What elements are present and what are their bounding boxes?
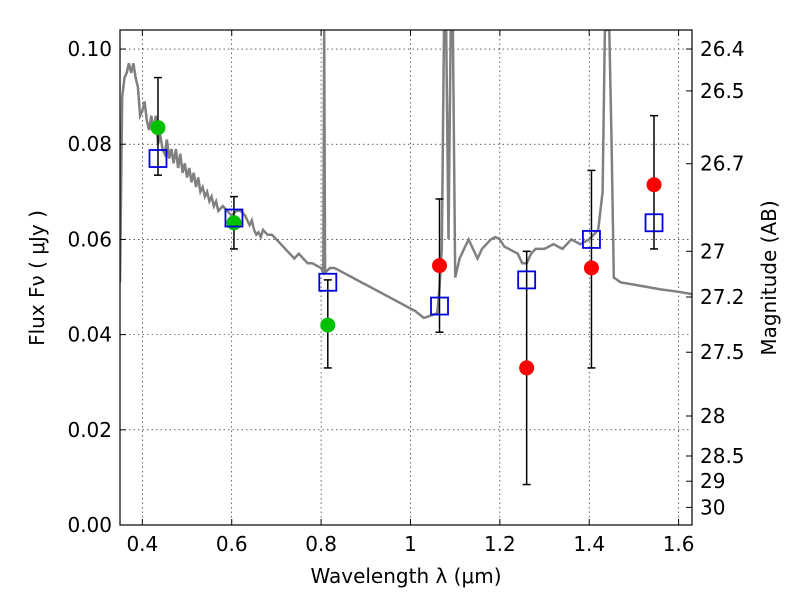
x-tick-label: 1.2	[484, 532, 516, 556]
observed-flux-point	[226, 215, 242, 231]
model-flux-square	[644, 213, 664, 233]
observed-flux-point	[320, 317, 336, 333]
observed-flux-point	[432, 258, 448, 274]
observed-flux-point	[519, 360, 535, 376]
y-tick-label: 0.02	[67, 418, 112, 442]
y-tick-label: 0.08	[67, 132, 112, 156]
y2-tick-label: 27.2	[700, 285, 745, 309]
axis-ticks	[120, 30, 692, 526]
x-tick-label: 1	[404, 532, 417, 556]
y2-tick-label: 27.5	[700, 340, 745, 364]
y-tick-label: 0.10	[67, 37, 112, 61]
markers	[148, 120, 664, 376]
model-flux-square	[517, 270, 537, 290]
x-tick-label: 1.6	[663, 532, 695, 556]
observed-flux-point	[646, 177, 662, 193]
model-flux-square	[148, 149, 168, 168]
y2-tick-label: 30	[700, 495, 725, 519]
data-layer	[120, 30, 692, 320]
y2-axis-title: Magnitude (AB)	[757, 200, 781, 355]
y2-tick-label: 28	[700, 404, 725, 428]
y2-tick-label: 28.5	[700, 444, 745, 468]
x-tick-label: 1.4	[573, 532, 605, 556]
y-tick-label: 0.06	[67, 227, 112, 251]
y2-tick-label: 26.5	[700, 79, 745, 103]
y-tick-label: 0.00	[67, 513, 112, 537]
grid-lines	[120, 30, 692, 526]
observed-flux-point	[583, 260, 599, 276]
plot-frame	[119, 29, 693, 526]
y2-tick-label: 27	[700, 239, 725, 263]
model-flux-square	[430, 296, 449, 316]
plot-area	[120, 30, 692, 525]
y-tick-label: 0.04	[67, 323, 112, 347]
model-flux-square	[582, 230, 601, 249]
model-spectrum-line	[120, 30, 692, 320]
x-tick-label: 0.4	[126, 532, 158, 556]
tick-labels: 0.4 0.6 0.8 1 1.2 1.4 1.6 0.00 0.02 0.04 0.06 0.08 0…	[67, 37, 744, 556]
y-axis-title: Flux Fν ( μJy )	[25, 210, 49, 346]
y2-tick-label: 26.7	[700, 152, 745, 176]
x-tick-label: 0.8	[305, 532, 337, 556]
x-tick-label: 0.6	[216, 532, 248, 556]
y2-tick-label: 29	[700, 469, 725, 493]
observed-flux-point	[150, 120, 166, 136]
model-flux-square	[224, 208, 244, 228]
model-flux-square	[318, 272, 338, 292]
y2-tick-label: 26.4	[700, 37, 745, 61]
x-axis-title: Wavelength λ (μm)	[310, 564, 501, 588]
